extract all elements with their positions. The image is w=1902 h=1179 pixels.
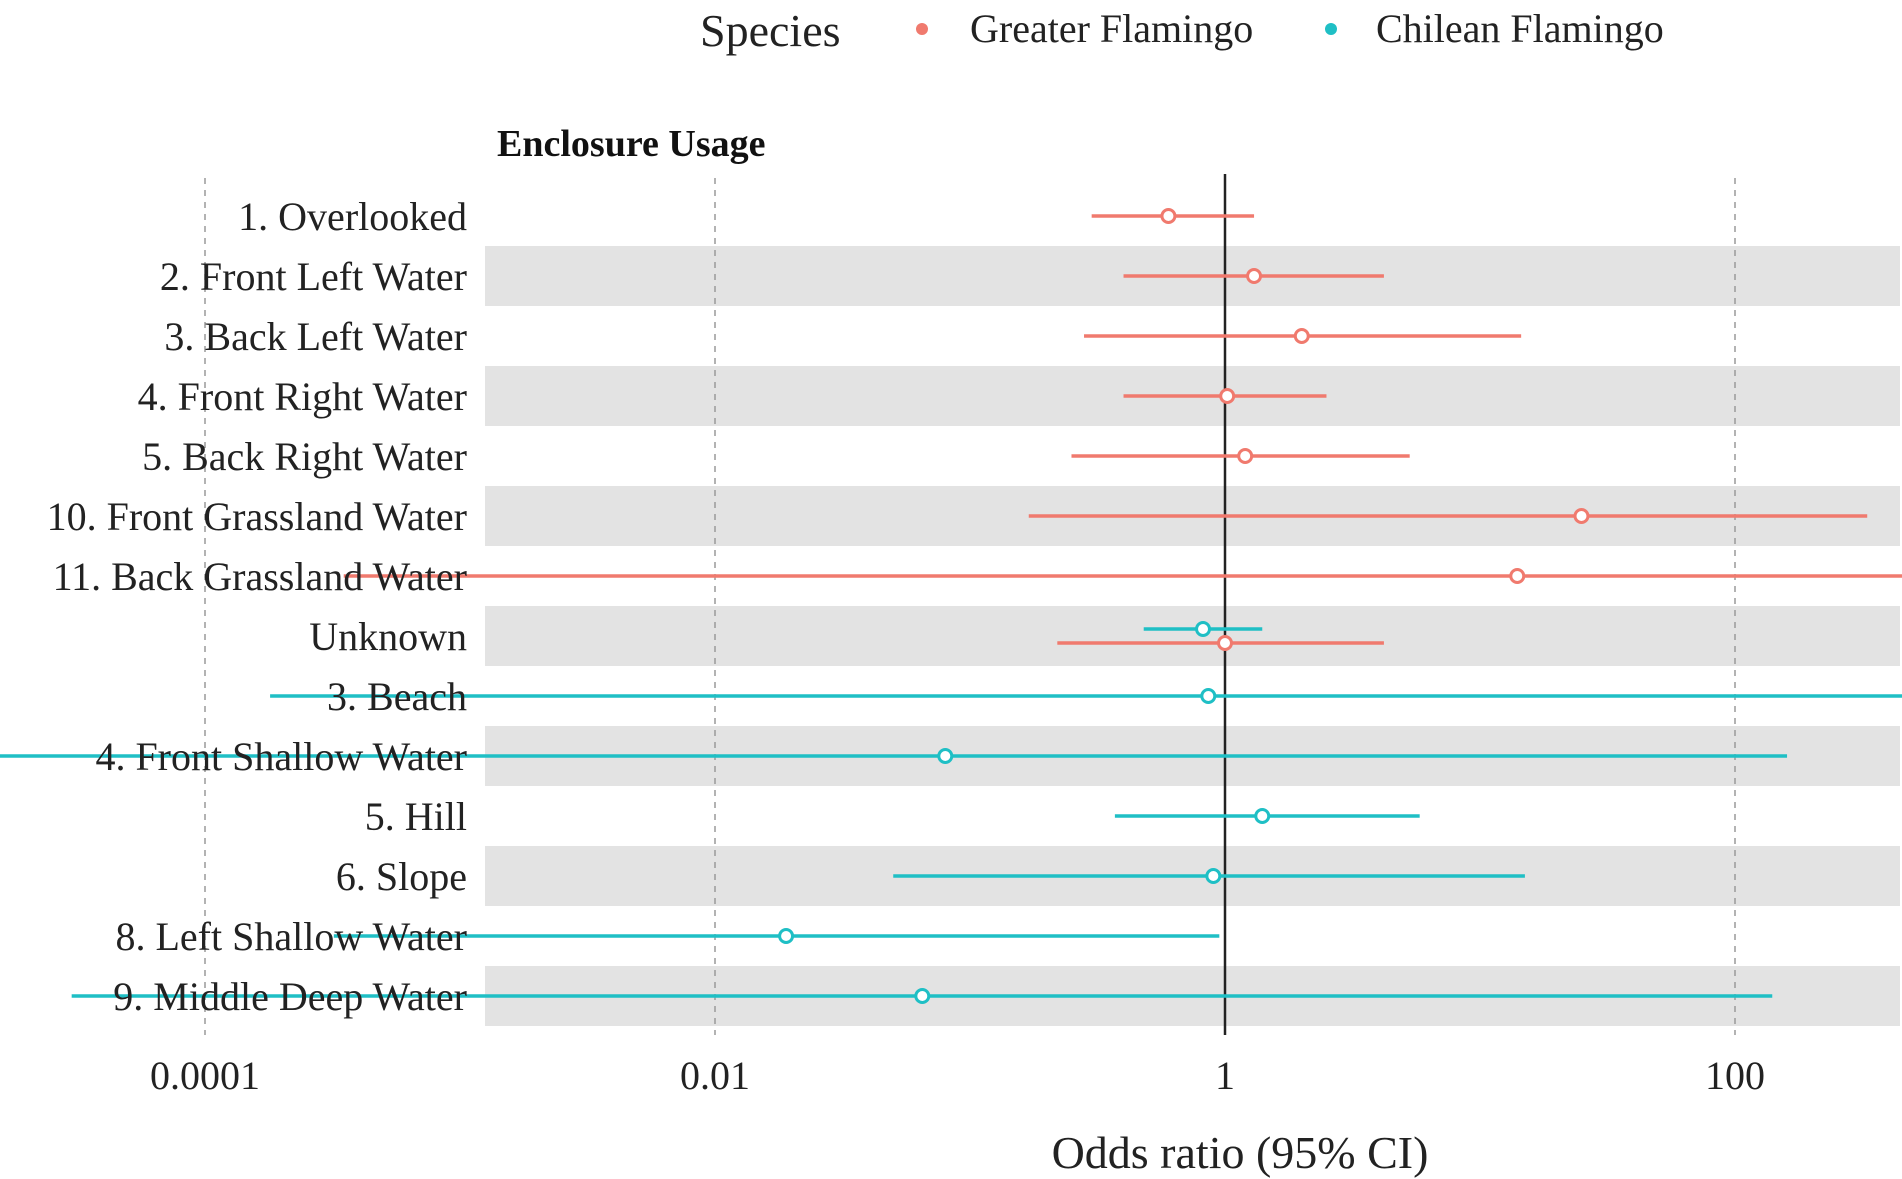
point-greater-flamingo-unknown	[1217, 635, 1233, 651]
x-tick-0-01: 0.01	[680, 1053, 750, 1098]
category-label-10-front-grassland-water: 10. Front Grassland Water	[47, 494, 467, 539]
row-band	[485, 606, 1900, 666]
point-chilean-flamingo-4-front-shallow-water	[937, 748, 954, 764]
point-greater-flamingo-10-front-grassland-water	[1573, 508, 1590, 524]
x-tick-100: 100	[1705, 1053, 1765, 1098]
row-bands	[485, 246, 1900, 1026]
category-label-unknown: Unknown	[309, 614, 467, 659]
x-axis-title: Odds ratio (95% CI)	[1052, 1127, 1429, 1178]
point-greater-flamingo-3-back-left-water	[1293, 328, 1310, 344]
category-label-8-left-shallow-water: 8. Left Shallow Water	[115, 914, 467, 959]
category-label-9-middle-deep-water: 9. Middle Deep Water	[113, 974, 467, 1019]
category-label-5-back-right-water: 5. Back Right Water	[142, 434, 467, 479]
category-label-1-overlooked: 1. Overlooked	[238, 194, 467, 239]
category-label-5-hill: 5. Hill	[365, 794, 467, 839]
category-label-6-slope: 6. Slope	[336, 854, 467, 899]
point-chilean-flamingo-3-beach	[1200, 688, 1217, 704]
point-greater-flamingo-1-overlooked	[1160, 208, 1177, 224]
point-chilean-flamingo-6-slope	[1205, 868, 1222, 884]
point-greater-flamingo-2-front-left-water	[1246, 268, 1263, 284]
plot-marks	[0, 208, 1902, 1004]
category-label-4-front-shallow-water: 4. Front Shallow Water	[95, 734, 467, 779]
category-label-3-back-left-water: 3. Back Left Water	[164, 314, 467, 359]
category-label-3-beach: 3. Beach	[327, 674, 467, 719]
point-chilean-flamingo-8-left-shallow-water	[778, 928, 795, 944]
x-tick-1: 1	[1215, 1053, 1235, 1098]
point-greater-flamingo-5-back-right-water	[1237, 448, 1254, 464]
facet-title: Enclosure Usage	[497, 123, 765, 165]
category-label-4-front-right-water: 4. Front Right Water	[138, 374, 467, 419]
legend: Species Greater Flamingo Chilean Flaming…	[700, 5, 1664, 56]
point-chilean-flamingo-unknown	[1195, 621, 1212, 637]
point-chilean-flamingo-9-middle-deep-water	[914, 988, 931, 1004]
legend-title: Species	[700, 5, 841, 56]
point-greater-flamingo-11-back-grassland-water	[1509, 568, 1526, 584]
point-greater-flamingo-4-front-right-water	[1219, 388, 1236, 404]
legend-key-chilean-flamingo	[1325, 23, 1337, 35]
category-label-11-back-grassland-water: 11. Back Grassland Water	[53, 554, 467, 599]
legend-label-greater-flamingo: Greater Flamingo	[970, 6, 1253, 51]
legend-key-greater-flamingo	[916, 23, 928, 35]
category-label-2-front-left-water: 2. Front Left Water	[160, 254, 467, 299]
series-chilean-flamingo	[0, 621, 1902, 1004]
category-labels: 1. Overlooked 2. Front Left Water 3. Back …	[47, 194, 467, 1019]
x-tick-0-0001: 0.0001	[150, 1053, 260, 1098]
point-chilean-flamingo-5-hill	[1254, 808, 1271, 824]
series-greater-flamingo	[343, 208, 1902, 651]
legend-label-chilean-flamingo: Chilean Flamingo	[1376, 6, 1664, 51]
